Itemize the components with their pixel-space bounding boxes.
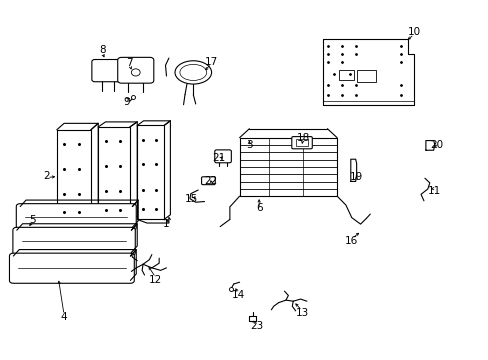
FancyBboxPatch shape [201, 177, 215, 185]
Text: 5: 5 [29, 215, 36, 225]
Text: 17: 17 [204, 57, 218, 67]
Text: 23: 23 [249, 321, 263, 331]
Text: 14: 14 [231, 291, 245, 301]
FancyBboxPatch shape [214, 150, 231, 163]
Text: 3: 3 [245, 140, 252, 150]
Text: 9: 9 [123, 97, 129, 107]
Text: 15: 15 [185, 194, 198, 204]
Text: 7: 7 [126, 58, 133, 68]
FancyBboxPatch shape [9, 253, 134, 283]
Text: 13: 13 [295, 308, 308, 318]
Text: 16: 16 [345, 236, 358, 246]
FancyBboxPatch shape [92, 59, 123, 82]
FancyBboxPatch shape [16, 204, 136, 230]
Text: 19: 19 [349, 172, 363, 182]
Text: 21: 21 [212, 153, 225, 163]
Text: 18: 18 [296, 133, 309, 143]
Text: 20: 20 [429, 140, 443, 150]
Text: 8: 8 [99, 45, 105, 55]
Text: 4: 4 [61, 312, 67, 322]
Text: 11: 11 [427, 186, 440, 196]
FancyBboxPatch shape [118, 57, 154, 83]
Text: 22: 22 [204, 176, 218, 186]
Text: 1: 1 [163, 219, 169, 229]
Ellipse shape [175, 61, 211, 84]
Text: 2: 2 [43, 171, 50, 181]
Text: 12: 12 [149, 275, 162, 285]
FancyBboxPatch shape [13, 227, 135, 255]
Text: 10: 10 [407, 27, 420, 37]
FancyBboxPatch shape [291, 136, 312, 149]
Ellipse shape [131, 69, 140, 76]
Text: 6: 6 [255, 203, 262, 213]
